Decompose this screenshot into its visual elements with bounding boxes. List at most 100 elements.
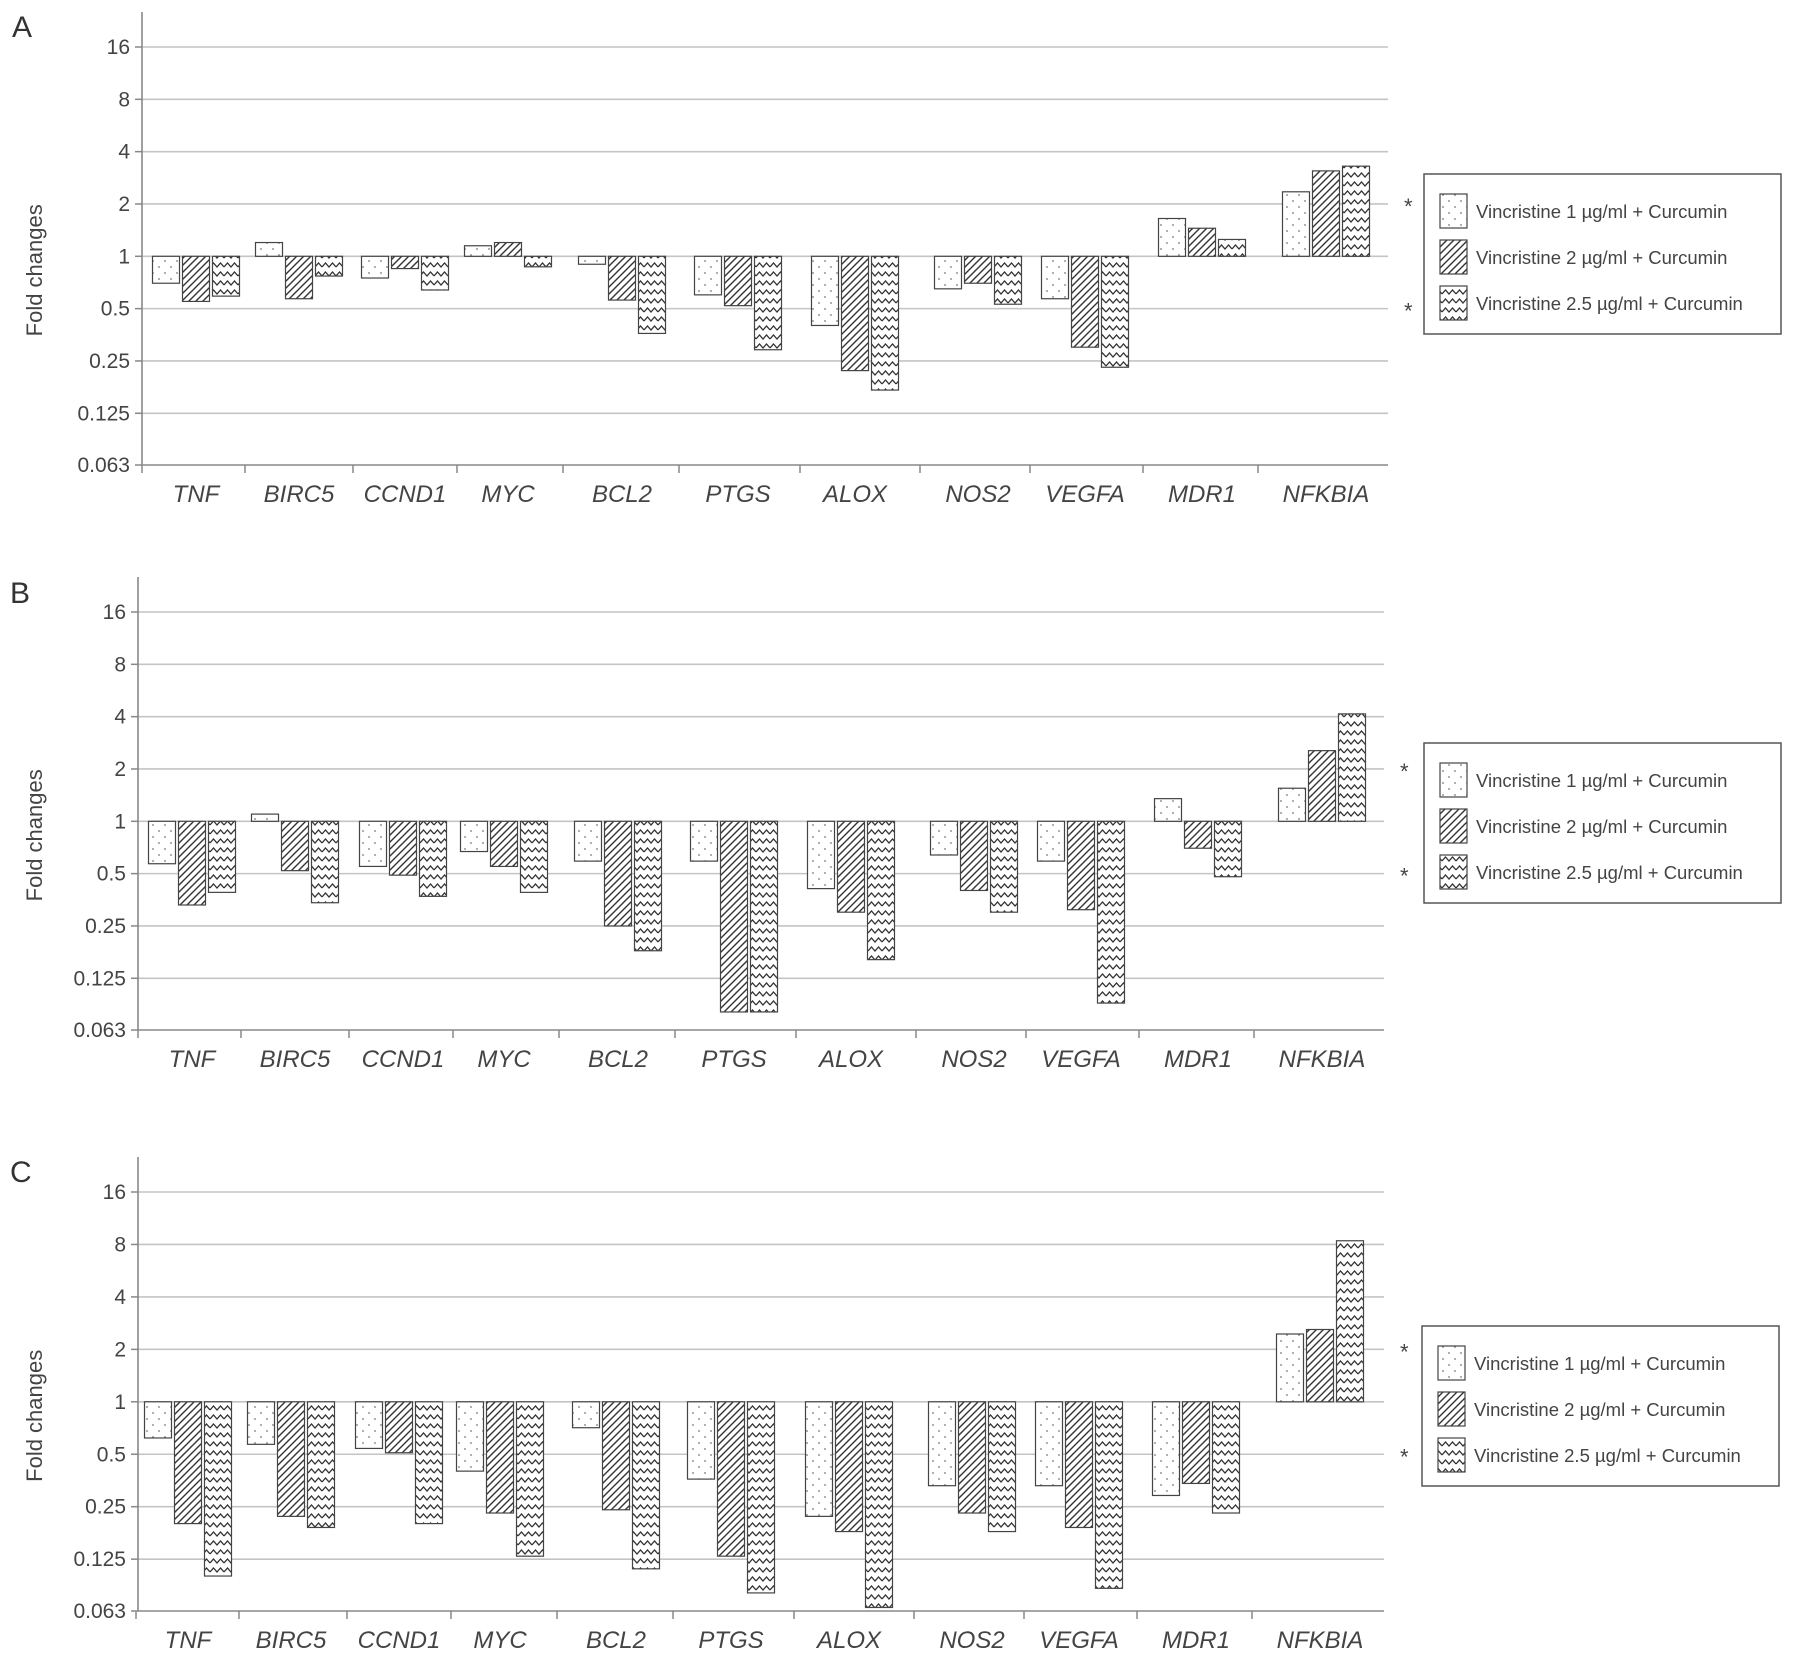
y-tick-label: 16 <box>107 36 130 59</box>
legend-swatch <box>1437 1437 1466 1473</box>
bar-mdr1-s1 <box>1151 1401 1181 1497</box>
y-tick-label: 0.5 <box>101 298 130 321</box>
y-tick-label: 0.125 <box>77 402 130 425</box>
bar-myc-s1 <box>459 820 489 853</box>
legend-entry: Vincristine 1 µg/ml + Curcumin <box>1476 201 1727 222</box>
bar-ccnd1-s1 <box>358 820 388 868</box>
bar-nfkbia-s3 <box>1337 713 1367 822</box>
bar-alox-s1 <box>810 255 840 327</box>
bar-nos2-s3 <box>989 820 1019 913</box>
x-tick-label: VEGFA <box>1041 1046 1121 1073</box>
bar-ptgs-s3 <box>749 820 779 1013</box>
x-tick-label: BIRC5 <box>264 481 335 508</box>
bar-birc5-s1 <box>246 1401 276 1445</box>
y-tick-label: 16 <box>103 601 126 624</box>
legend-swatch <box>1437 1345 1466 1381</box>
y-tick-label: 1 <box>118 245 130 268</box>
bar-myc-s2 <box>489 820 519 868</box>
bar-nfkbia-s3 <box>1335 1240 1365 1403</box>
bar-tnf-s1 <box>147 820 177 865</box>
bar-mdr1-s3 <box>1217 238 1247 257</box>
bar-vegfa-s1 <box>1036 820 1066 862</box>
y-tick-label: 8 <box>114 1233 126 1256</box>
bar-tnf-s1 <box>151 255 181 284</box>
x-tick-label: MDR1 <box>1168 481 1236 508</box>
bar-nos2-s2 <box>959 820 989 892</box>
y-tick-label: 2 <box>114 758 126 781</box>
significance-asterisk: * <box>1400 864 1409 889</box>
legend-entry: Vincristine 2.5 µg/ml + Curcumin <box>1476 293 1743 314</box>
legend: Vincristine 1 µg/ml + Curcumin Vincristin… <box>1423 173 1782 335</box>
bar-ptgs-s2 <box>719 820 749 1013</box>
significance-asterisk: * <box>1400 1444 1409 1469</box>
y-tick-label: 4 <box>114 706 126 729</box>
y-tick-label: 0.25 <box>89 350 130 373</box>
bar-myc-s3 <box>523 255 553 268</box>
legend-swatch <box>1439 808 1468 844</box>
bar-alox-s3 <box>864 1401 894 1609</box>
x-tick-label: NOS2 <box>945 481 1010 508</box>
bar-birc5-s1 <box>250 813 280 822</box>
bar-nos2-s1 <box>927 1401 957 1487</box>
bar-birc5-s1 <box>254 241 284 257</box>
bar-mdr1-s2 <box>1181 1401 1211 1485</box>
legend-swatch <box>1439 762 1468 798</box>
bar-vegfa-s3 <box>1100 255 1130 368</box>
bar-nos2-s1 <box>929 820 959 856</box>
legend-entry: Vincristine 2.5 µg/ml + Curcumin <box>1476 862 1743 883</box>
bar-bcl2-s3 <box>637 255 667 335</box>
bar-myc-s3 <box>519 820 549 893</box>
x-tick-label: PTGS <box>701 1046 766 1073</box>
bar-nfkbia-s1 <box>1275 1333 1305 1403</box>
x-tick-label: NOS2 <box>941 1046 1006 1073</box>
significance-asterisk: * <box>1404 194 1413 219</box>
bar-vegfa-s3 <box>1096 820 1126 1004</box>
bar-vegfa-s1 <box>1040 255 1070 300</box>
y-tick-label: 2 <box>114 1338 126 1361</box>
bar-myc-s3 <box>515 1401 545 1557</box>
bar-ptgs-s1 <box>693 255 723 296</box>
y-tick-label: 0.063 <box>73 1600 126 1623</box>
bar-mdr1-s1 <box>1157 217 1187 257</box>
significance-asterisk: * <box>1404 299 1413 324</box>
bar-birc5-s3 <box>310 820 340 904</box>
bar-mdr1-s3 <box>1213 820 1243 878</box>
x-tick-label: ALOX <box>821 481 888 508</box>
bar-nos2-s1 <box>933 255 963 290</box>
bar-vegfa-s3 <box>1094 1401 1124 1589</box>
x-tick-label: CCND1 <box>362 1046 445 1073</box>
bar-mdr1-s2 <box>1183 820 1213 849</box>
y-axis-label: Fold changes <box>22 204 47 336</box>
x-tick-label: MYC <box>473 1627 527 1654</box>
bar-tnf-s2 <box>177 820 207 906</box>
y-tick-label: 1 <box>114 810 126 833</box>
legend-swatch <box>1437 1391 1466 1427</box>
x-tick-label: NFKBIA <box>1277 1627 1364 1654</box>
y-tick-label: 8 <box>118 88 130 111</box>
x-tick-label: VEGFA <box>1039 1627 1119 1654</box>
y-axis-label: Fold changes <box>22 1350 47 1482</box>
legend-box <box>1423 173 1782 335</box>
bar-ccnd1-s1 <box>354 1401 384 1450</box>
legend-entry: Vincristine 1 µg/ml + Curcumin <box>1474 1353 1725 1374</box>
bar-bcl2-s1 <box>571 1401 601 1429</box>
x-tick-label: ALOX <box>815 1627 882 1654</box>
x-tick-label: MYC <box>481 481 535 508</box>
bar-birc5-s3 <box>306 1401 336 1529</box>
x-tick-label: TNF <box>173 481 221 508</box>
legend-entry: Vincristine 2 µg/ml + Curcumin <box>1476 247 1727 268</box>
bar-birc5-s3 <box>314 255 344 277</box>
x-tick-label: ALOX <box>817 1046 884 1073</box>
x-tick-label: MDR1 <box>1164 1046 1232 1073</box>
bar-tnf-s3 <box>203 1401 233 1577</box>
bar-mdr1-s2 <box>1187 227 1217 257</box>
x-tick-label: TNF <box>165 1627 213 1654</box>
y-axis-label: Fold changes <box>22 769 47 901</box>
legend: Vincristine 1 µg/ml + Curcumin Vincristin… <box>1423 742 1782 904</box>
bar-bcl2-s2 <box>603 820 633 927</box>
x-tick-label: BCL2 <box>586 1627 646 1654</box>
bar-alox-s1 <box>806 820 836 890</box>
bar-nos2-s2 <box>957 1401 987 1514</box>
legend-entry: Vincristine 2.5 µg/ml + Curcumin <box>1474 1445 1741 1466</box>
bar-nfkbia-s3 <box>1341 165 1371 257</box>
